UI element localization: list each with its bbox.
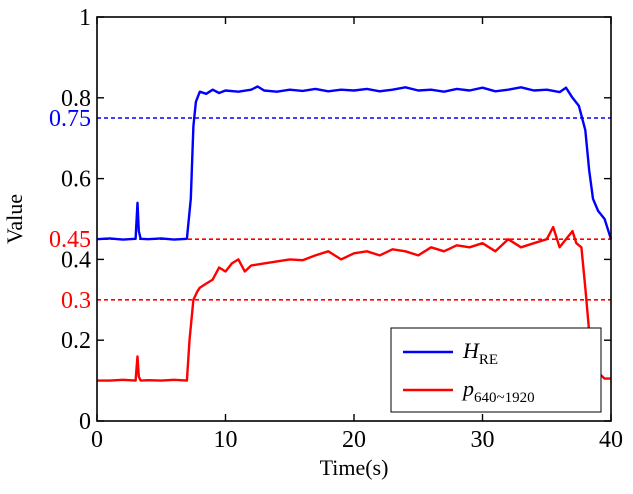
y-tick-label: 0 (79, 409, 91, 435)
y-tick-label: 0.2 (61, 328, 91, 354)
legend: HRE p640~1920 (390, 327, 602, 413)
y-tick-label: 0.8 (61, 86, 91, 112)
series-line-0 (96, 85, 613, 241)
reference-label-0: 0.75 (49, 106, 91, 132)
y-tick-label: 0.4 (61, 247, 91, 273)
legend-sub-re: RE (479, 352, 498, 368)
legend-label-h-re: HRE (462, 338, 498, 368)
y-tick-label: 1 (79, 5, 91, 31)
legend-box (390, 327, 602, 413)
x-tick-label: 0 (91, 427, 103, 453)
legend-main-p: p (461, 376, 474, 401)
reference-label-2: 0.3 (61, 288, 91, 314)
legend-label-p: p640~1920 (461, 376, 535, 406)
x-tick-label: 20 (342, 427, 366, 453)
x-tick-label: 40 (599, 427, 623, 453)
x-tick-label: 30 (471, 427, 495, 453)
plot-area: 0 10 20 30 40 0 0.2 0.4 0.6 0.8 1 0.75 0.45 0.3 (49, 5, 623, 453)
y-tick-label: 0.6 (61, 167, 91, 193)
legend-main-h: H (462, 338, 480, 363)
x-axis-label: Time(s) (320, 455, 389, 480)
reference-label-1: 0.45 (49, 227, 91, 253)
legend-sub-range: 640~1920 (474, 390, 535, 406)
x-tick-label: 10 (214, 427, 238, 453)
y-axis-label: Value (2, 194, 27, 244)
series-line-1 (97, 225, 611, 382)
